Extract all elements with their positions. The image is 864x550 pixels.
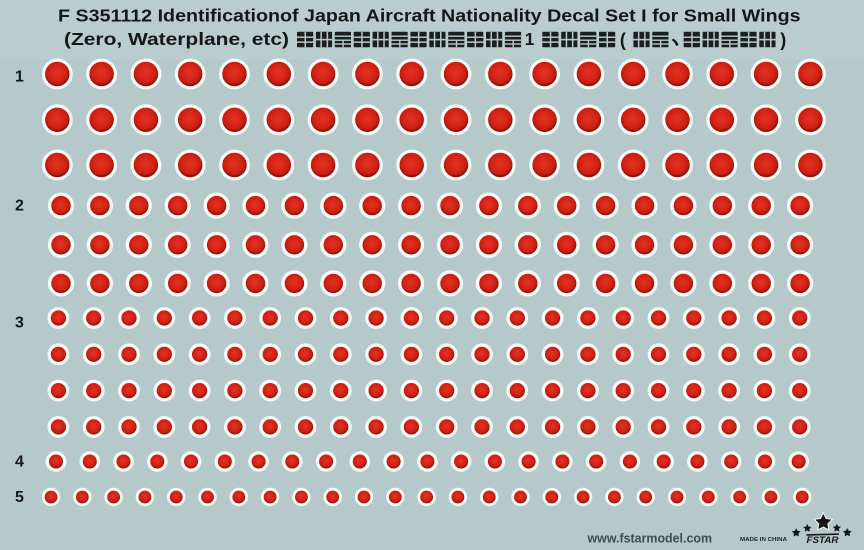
svg-text:4: 4 (15, 454, 24, 471)
svg-text:1: 1 (15, 69, 24, 86)
svg-text:www.fstarmodel.com: www.fstarmodel.com (587, 531, 712, 546)
svg-text:1: 1 (525, 29, 535, 49)
svg-text:FSTAR: FSTAR (807, 535, 840, 545)
svg-text:(Zero, Waterplane, etc): (Zero, Waterplane, etc) (64, 29, 289, 49)
svg-text:3: 3 (15, 315, 24, 332)
svg-text:2: 2 (15, 198, 24, 215)
svg-text:(: ( (620, 30, 626, 50)
svg-text:F S351112 Identificationof Jap: F S351112 Identificationof Japan Aircraf… (58, 5, 801, 25)
svg-text:): ) (780, 30, 786, 50)
svg-text:MADE IN CHINA: MADE IN CHINA (740, 537, 787, 543)
svg-text:5: 5 (15, 489, 24, 506)
